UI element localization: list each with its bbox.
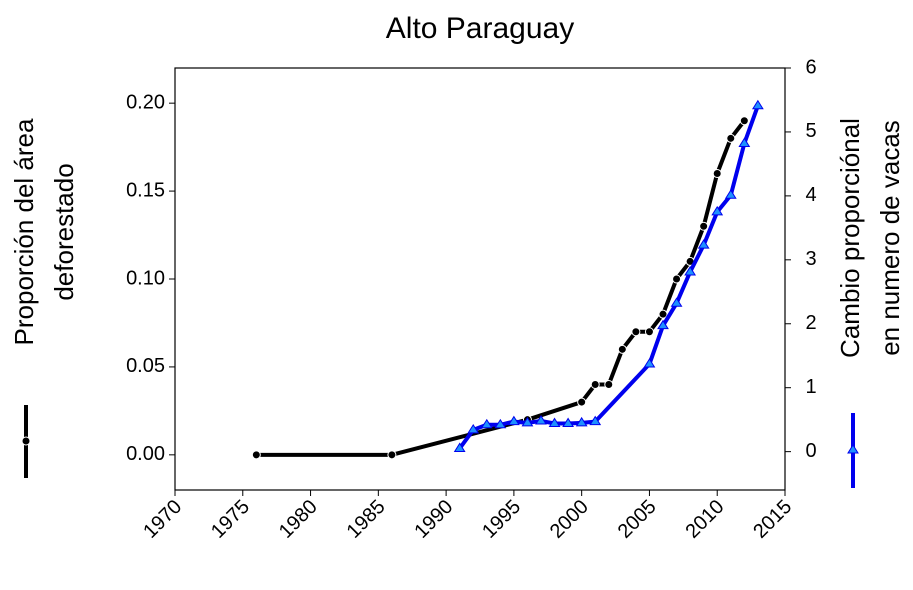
x-tick-label: 2015	[749, 496, 796, 543]
point	[751, 99, 764, 110]
point	[699, 221, 709, 231]
chart-title: Alto Paraguay	[386, 12, 574, 45]
point	[467, 423, 480, 434]
y-axis-label: Proporción del área	[9, 118, 39, 345]
point	[589, 415, 602, 426]
y-axis-label: deforestado	[49, 163, 79, 300]
legend-marker	[21, 436, 31, 446]
point	[631, 327, 641, 337]
point	[251, 450, 261, 460]
y-tick-label: 0.05	[126, 355, 165, 377]
y-tick-label: 0.20	[126, 91, 165, 113]
point	[507, 415, 520, 426]
point	[453, 442, 466, 452]
y2-tick-label: 4	[805, 184, 816, 206]
point	[562, 417, 575, 428]
point	[577, 397, 587, 407]
point	[711, 205, 724, 216]
point	[535, 415, 547, 425]
y2-tick-label: 0	[805, 440, 816, 462]
series-line	[458, 105, 760, 450]
x-tick-label: 1980	[275, 496, 322, 543]
point	[738, 137, 751, 147]
x-tick-label: 1990	[410, 496, 457, 543]
x-tick-label: 1995	[478, 496, 525, 543]
point	[724, 189, 737, 199]
point	[684, 266, 697, 276]
x-tick-label: 1970	[139, 496, 186, 543]
y2-tick-label: 1	[805, 376, 816, 398]
y2-tick-label: 2	[805, 312, 816, 334]
point	[575, 416, 588, 427]
x-tick-label: 2005	[614, 496, 661, 543]
y-tick-label: 0.15	[126, 179, 165, 201]
y-tick-label: 0.00	[126, 443, 165, 465]
point	[480, 418, 493, 429]
point	[672, 274, 682, 284]
x-tick-label: 2000	[546, 496, 593, 543]
y2-axis-label: Cambio proporciónal	[835, 118, 865, 358]
point	[697, 239, 710, 249]
y2-tick-label: 5	[805, 120, 816, 142]
series-line	[256, 119, 746, 457]
point	[643, 358, 656, 368]
y2-tick-label: 6	[805, 56, 816, 78]
point	[590, 380, 600, 389]
point	[670, 297, 683, 307]
x-tick-label: 2010	[681, 496, 728, 543]
point	[604, 380, 614, 389]
y2-tick-label: 3	[805, 248, 816, 270]
y-tick-label: 0.10	[126, 267, 165, 289]
point	[739, 116, 749, 126]
point	[726, 133, 736, 143]
point	[657, 319, 669, 330]
legend-marker	[847, 444, 859, 454]
x-tick-label: 1985	[343, 496, 390, 543]
point	[494, 418, 507, 429]
point	[712, 169, 722, 178]
y2-axis-label: en numero de vacas	[875, 120, 905, 356]
point	[658, 309, 668, 319]
point	[548, 417, 561, 428]
point	[387, 450, 397, 460]
point	[617, 344, 627, 354]
point	[521, 416, 534, 427]
x-tick-label: 1975	[207, 496, 254, 543]
point	[644, 327, 654, 337]
